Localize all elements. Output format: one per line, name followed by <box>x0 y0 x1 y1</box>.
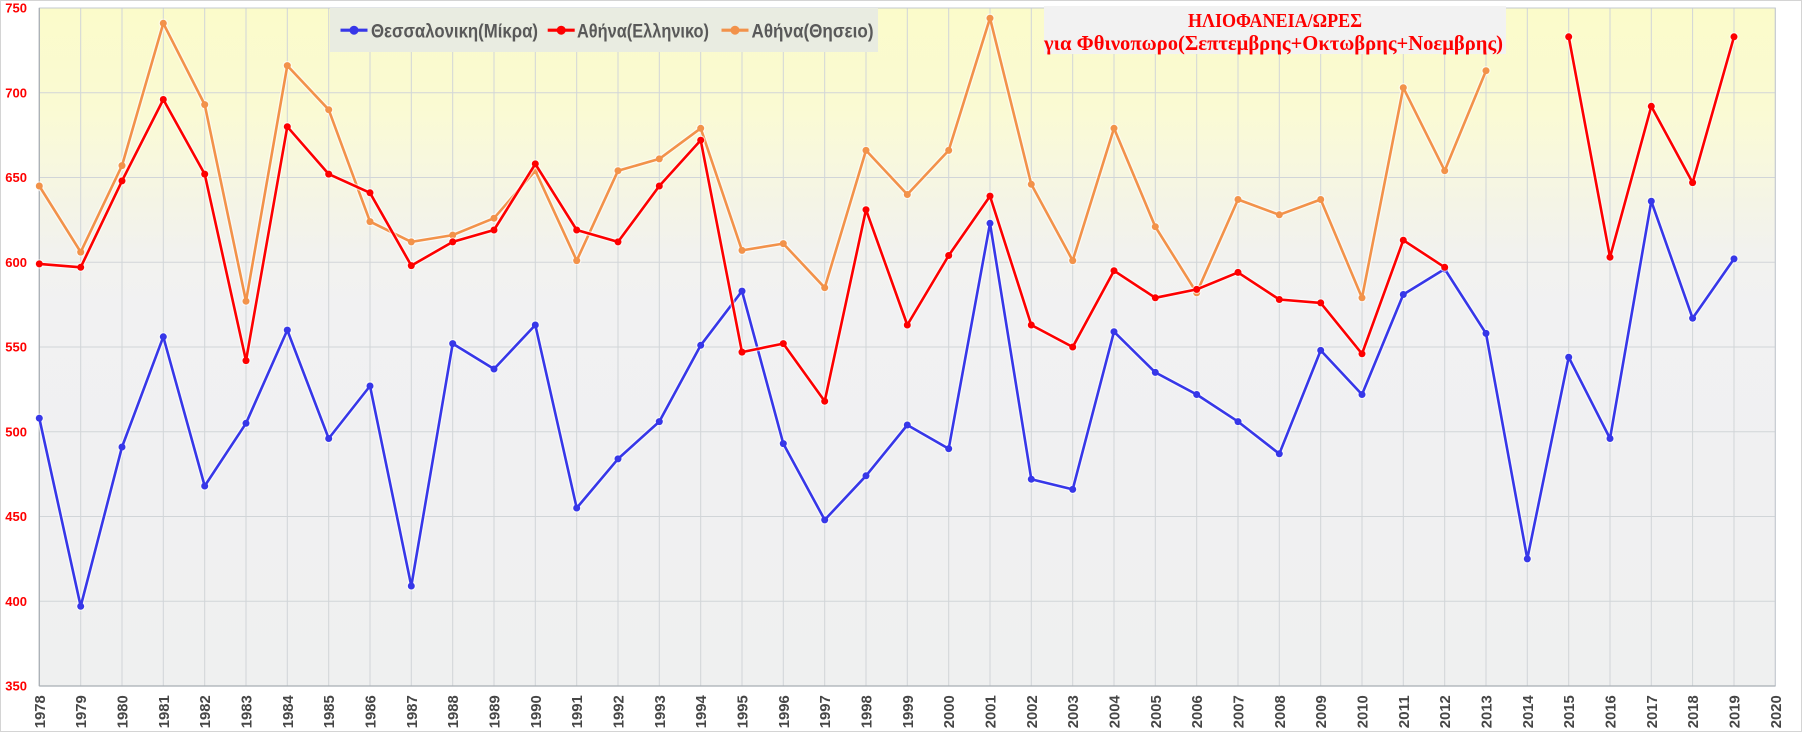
svg-text:2004: 2004 <box>1107 695 1124 729</box>
svg-text:500: 500 <box>5 424 27 439</box>
svg-text:1993: 1993 <box>652 695 669 728</box>
svg-text:1995: 1995 <box>735 695 752 728</box>
svg-text:Αθήνα(Θησειο): Αθήνα(Θησειο) <box>752 21 874 43</box>
svg-text:1989: 1989 <box>487 695 504 728</box>
svg-text:1982: 1982 <box>197 695 214 728</box>
svg-text:2008: 2008 <box>1272 695 1289 728</box>
svg-text:1983: 1983 <box>239 695 256 728</box>
svg-text:1992: 1992 <box>611 695 628 728</box>
svg-text:1984: 1984 <box>280 695 297 729</box>
svg-text:ΗΛΙΟΦΑΝΕΙΑ/ΩΡΕΣ: ΗΛΙΟΦΑΝΕΙΑ/ΩΡΕΣ <box>1188 10 1362 32</box>
svg-text:2009: 2009 <box>1313 695 1330 728</box>
svg-text:Αθήνα(Ελληνικο): Αθήνα(Ελληνικο) <box>577 21 709 43</box>
svg-text:2001: 2001 <box>983 695 1000 728</box>
svg-text:2018: 2018 <box>1685 695 1702 728</box>
svg-text:2019: 2019 <box>1727 695 1744 728</box>
svg-text:1978: 1978 <box>32 695 49 728</box>
svg-text:2006: 2006 <box>1189 695 1206 728</box>
svg-text:2007: 2007 <box>1231 695 1248 728</box>
svg-text:600: 600 <box>5 255 27 270</box>
svg-text:400: 400 <box>5 594 27 609</box>
svg-text:2002: 2002 <box>1024 695 1041 728</box>
svg-text:450: 450 <box>5 509 27 524</box>
svg-text:1980: 1980 <box>115 695 132 728</box>
svg-text:2000: 2000 <box>941 695 958 728</box>
svg-text:1999: 1999 <box>900 695 917 728</box>
svg-text:1998: 1998 <box>859 695 876 728</box>
svg-text:1981: 1981 <box>156 695 173 728</box>
svg-text:1996: 1996 <box>776 695 793 728</box>
svg-text:550: 550 <box>5 340 27 355</box>
svg-text:1985: 1985 <box>321 695 338 728</box>
svg-text:750: 750 <box>5 1 27 16</box>
svg-text:2014: 2014 <box>1520 695 1537 729</box>
svg-text:350: 350 <box>5 679 27 694</box>
svg-text:για Φθινοπωρο(Σεπτεμβρης+Οκτωβ: για Φθινοπωρο(Σεπτεμβρης+Οκτωβρης+Νοεμβρ… <box>1043 31 1503 55</box>
svg-text:1990: 1990 <box>528 695 545 728</box>
svg-text:2017: 2017 <box>1644 695 1661 728</box>
svg-text:1988: 1988 <box>445 695 462 728</box>
svg-text:1979: 1979 <box>73 695 90 728</box>
svg-text:1997: 1997 <box>817 695 834 728</box>
svg-text:2015: 2015 <box>1561 695 1578 728</box>
svg-text:2003: 2003 <box>1065 695 1082 728</box>
svg-text:2012: 2012 <box>1437 695 1454 728</box>
svg-text:700: 700 <box>5 85 27 100</box>
svg-text:650: 650 <box>5 170 27 185</box>
svg-text:1987: 1987 <box>404 695 421 728</box>
svg-text:2013: 2013 <box>1479 695 1496 728</box>
svg-text:2005: 2005 <box>1148 695 1165 728</box>
svg-text:1991: 1991 <box>569 695 586 728</box>
svg-text:2010: 2010 <box>1355 695 1372 728</box>
svg-text:1986: 1986 <box>363 695 380 728</box>
svg-text:2011: 2011 <box>1396 695 1413 728</box>
svg-text:1994: 1994 <box>693 695 710 729</box>
svg-text:Θεσσαλονικη(Μίκρα): Θεσσαλονικη(Μίκρα) <box>371 21 538 43</box>
svg-text:2020: 2020 <box>1768 695 1785 728</box>
svg-text:2016: 2016 <box>1603 695 1620 728</box>
